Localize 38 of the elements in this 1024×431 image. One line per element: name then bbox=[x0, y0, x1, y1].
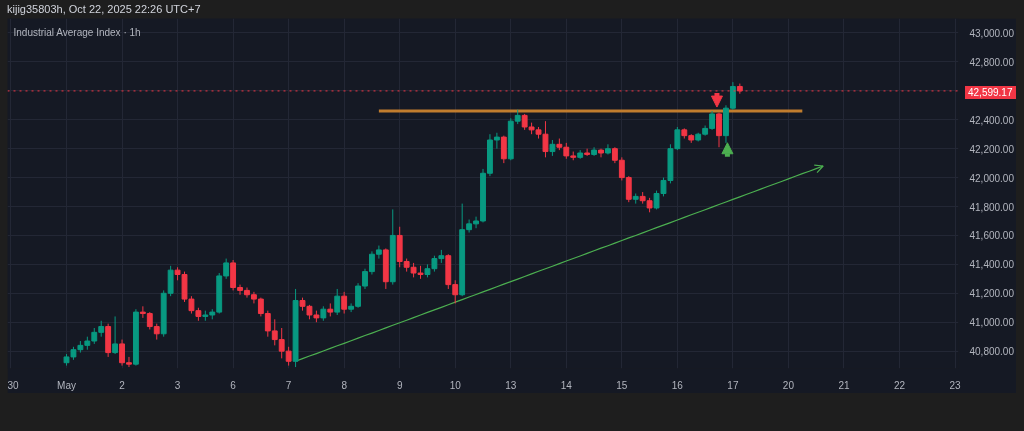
x-tick-label: 30 bbox=[7, 379, 20, 391]
x-tick-label: 6 bbox=[230, 379, 237, 391]
y-tick-label: 42,000.00 bbox=[969, 172, 1015, 184]
y-tick-label: 41,400.00 bbox=[969, 259, 1015, 271]
x-tick-label: 21 bbox=[838, 379, 850, 391]
candlestick bbox=[334, 288, 341, 316]
x-tick-label: 15 bbox=[616, 379, 628, 391]
x-tick-label: 14 bbox=[560, 379, 573, 391]
x-tick-label: 22 bbox=[893, 379, 906, 391]
x-tick-label: 13 bbox=[505, 379, 517, 391]
x-tick-label: 17 bbox=[727, 379, 739, 391]
y-tick-label: 41,200.00 bbox=[969, 288, 1015, 300]
candlestick bbox=[716, 112, 722, 148]
text: Industrial Average Index · 1h bbox=[13, 26, 141, 38]
y-tick-label: 42,800.00 bbox=[969, 56, 1015, 68]
x-tick-label: 23 bbox=[949, 379, 962, 391]
y-tick-label: 42,200.00 bbox=[969, 143, 1015, 155]
candlestick bbox=[112, 315, 119, 355]
y-tick-label: 42,400.00 bbox=[969, 114, 1015, 126]
candlestick bbox=[500, 135, 507, 164]
x-tick-label: May bbox=[57, 379, 76, 391]
x-tick-label: 16 bbox=[671, 379, 684, 391]
candlestick bbox=[341, 291, 348, 315]
x-tick-label: 10 bbox=[449, 379, 462, 391]
y-tick-label: 41,000.00 bbox=[969, 317, 1015, 329]
y-tick-label: 41,800.00 bbox=[969, 201, 1015, 213]
y-tick-label: 40,800.00 bbox=[969, 346, 1015, 358]
x-tick-label: 7 bbox=[285, 379, 292, 391]
candlestick bbox=[584, 148, 591, 157]
text: kijig35803h, Oct 22, 2025 22:26 UTC+7 bbox=[7, 2, 201, 17]
x-tick-label: 9 bbox=[396, 379, 403, 391]
x-tick-label: 8 bbox=[341, 379, 348, 391]
x-tick-label: 2 bbox=[119, 379, 126, 391]
x-tick-label: 20 bbox=[782, 379, 795, 391]
y-tick-label: 41,600.00 bbox=[969, 230, 1015, 242]
x-tick-label: 3 bbox=[174, 379, 181, 391]
y-tick-label: 43,000.00 bbox=[969, 27, 1015, 39]
ref-line-label: 42,599.17 bbox=[965, 86, 1016, 99]
